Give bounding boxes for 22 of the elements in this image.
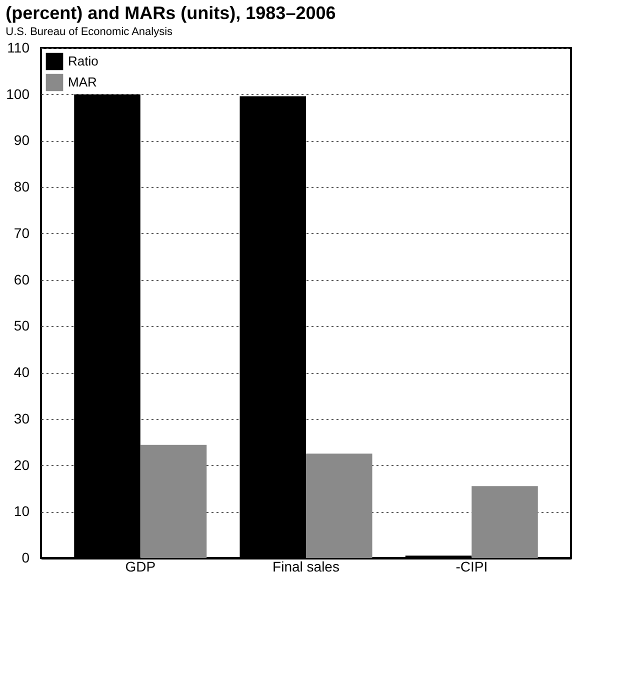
y-tick-label: 100 — [6, 86, 30, 102]
y-tick-label: 110 — [7, 40, 30, 56]
y-tick-label: 70 — [14, 224, 30, 241]
chart-title: (percent) and MARs (units), 1983–2006 — [6, 3, 336, 23]
y-tick-label: 60 — [14, 271, 30, 288]
y-tick-label: 80 — [14, 178, 30, 195]
y-tick-label: 20 — [14, 456, 30, 473]
bar — [306, 454, 372, 558]
y-tick-label: 90 — [14, 132, 30, 148]
y-tick-label: 50 — [14, 318, 30, 334]
y-tick-label: 0 — [22, 550, 30, 566]
legend-label: Ratio — [68, 54, 98, 68]
y-tick-label: 40 — [14, 364, 30, 380]
x-tick-label: -CIPI — [456, 558, 488, 574]
x-tick-label: GDP — [125, 558, 156, 574]
bar — [140, 444, 207, 558]
bar — [472, 486, 538, 558]
x-tick-label: Final sales — [272, 558, 340, 574]
y-tick-label: 30 — [14, 410, 30, 426]
legend-label: MAR — [68, 74, 97, 90]
y-tick-label: 10 — [14, 503, 30, 520]
text: U.S. Bureau of Economic Analysis — [6, 26, 174, 38]
